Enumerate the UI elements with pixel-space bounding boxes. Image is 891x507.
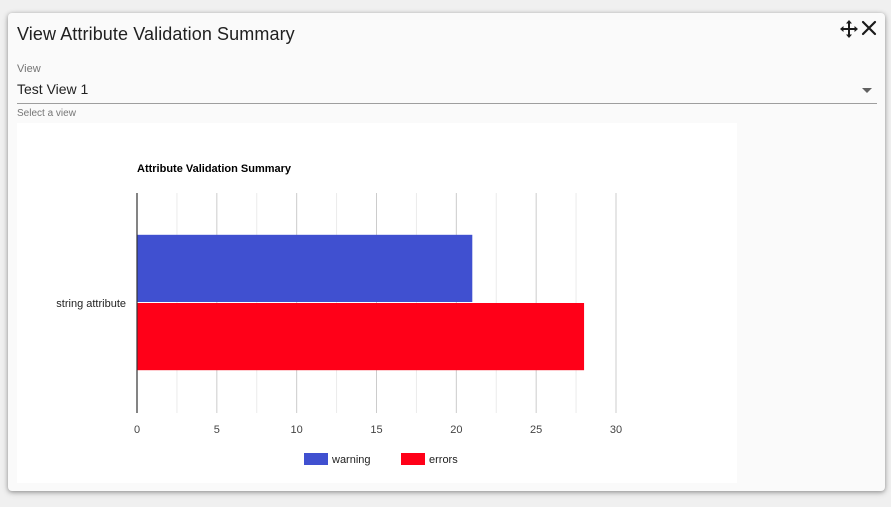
- bar-chart: Attribute Validation Summary string attri…: [56, 163, 622, 466]
- legend-swatch-warning[interactable]: [304, 453, 328, 465]
- category-label: string attribute: [56, 298, 126, 310]
- x-tick-label: 15: [370, 424, 382, 436]
- view-hint: Select a view: [17, 108, 76, 119]
- bar-warning[interactable]: [137, 234, 473, 302]
- chart-area: Attribute Validation Summary string attri…: [17, 123, 737, 483]
- x-tick-label: 30: [610, 424, 622, 436]
- view-label: View: [17, 63, 41, 75]
- view-select[interactable]: Test View 1: [17, 79, 877, 104]
- legend-label-warning[interactable]: warning: [331, 454, 371, 466]
- dialog-title: View Attribute Validation Summary: [17, 24, 295, 44]
- chevron-down-icon[interactable]: [862, 88, 872, 93]
- legend-label-errors[interactable]: errors: [429, 454, 458, 466]
- view-select-value: Test View 1: [17, 81, 89, 97]
- x-tick-label: 10: [291, 424, 303, 436]
- x-tick-label: 25: [530, 424, 542, 436]
- close-icon[interactable]: [860, 19, 878, 37]
- dialog: View Attribute Validation Summary View T…: [8, 13, 885, 491]
- legend-swatch-errors[interactable]: [401, 453, 425, 465]
- move-icon[interactable]: [839, 19, 859, 39]
- x-tick-label: 20: [450, 424, 462, 436]
- view-select-field: View Test View 1 Select a view: [17, 63, 877, 119]
- chart-title: Attribute Validation Summary: [137, 163, 292, 175]
- bar-errors[interactable]: [137, 303, 585, 371]
- x-tick-label: 5: [214, 424, 220, 436]
- x-tick-label: 0: [134, 424, 140, 436]
